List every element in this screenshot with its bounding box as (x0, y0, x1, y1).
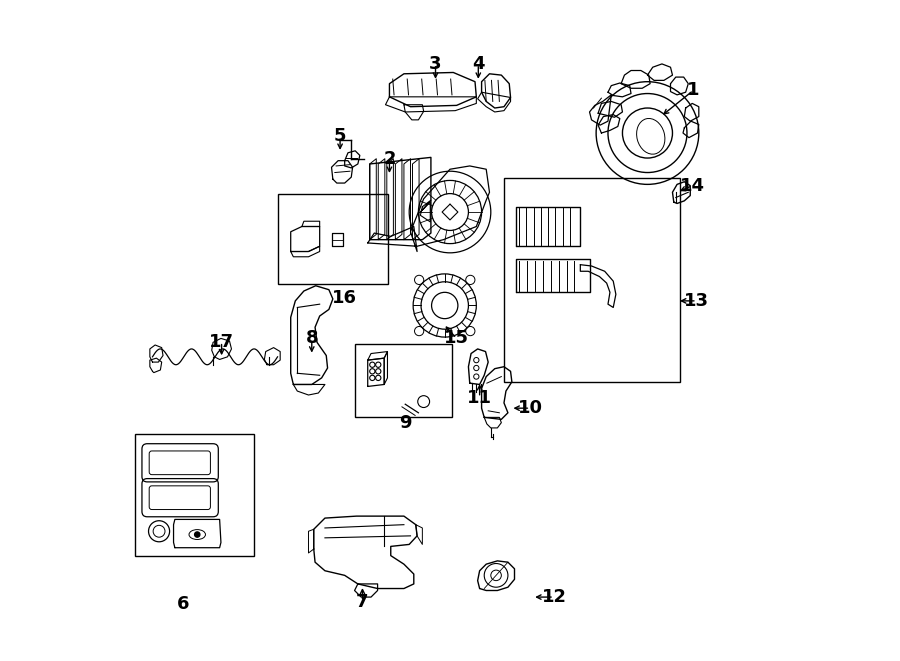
Circle shape (194, 532, 200, 537)
Text: 12: 12 (542, 588, 566, 606)
Text: 8: 8 (305, 329, 318, 348)
Text: 7: 7 (356, 593, 369, 611)
Text: 6: 6 (177, 595, 190, 613)
Text: 13: 13 (684, 292, 709, 310)
Text: 9: 9 (399, 414, 411, 432)
Text: 5: 5 (334, 128, 346, 145)
Bar (355, 344, 452, 417)
Bar (504, 178, 680, 382)
Text: 2: 2 (383, 150, 396, 169)
Bar (277, 194, 388, 284)
Text: 14: 14 (680, 176, 705, 195)
Text: 4: 4 (472, 55, 484, 73)
Text: 11: 11 (467, 389, 492, 407)
Bar (135, 434, 254, 556)
Text: 16: 16 (332, 289, 357, 307)
Text: 1: 1 (688, 81, 700, 99)
Text: 17: 17 (209, 332, 234, 351)
Text: 3: 3 (429, 55, 442, 73)
Text: 15: 15 (444, 329, 469, 348)
Text: 10: 10 (518, 399, 543, 417)
